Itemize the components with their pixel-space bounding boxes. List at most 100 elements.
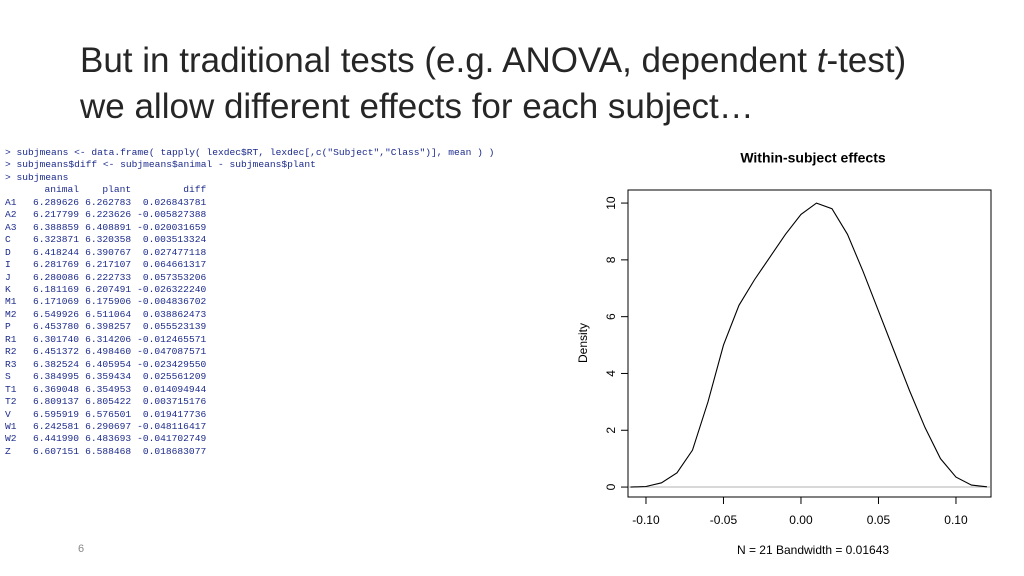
table-row: T1 6.369048 6.354953 0.014094944 (5, 384, 206, 396)
table-cell: 6.281769 (33, 259, 80, 271)
table-cell: 6.289626 (33, 196, 80, 208)
table-row: R2 6.451372 6.498460 -0.047087571 (5, 346, 206, 358)
title-text: But in traditional tests (e.g. ANOVA, de… (80, 41, 817, 80)
slide-title: But in traditional tests (e.g. ANOVA, de… (80, 38, 940, 130)
table-cell: 6.809137 (33, 396, 80, 408)
table-cell: 6.354953 (85, 383, 132, 395)
table-cell: -0.041702749 (137, 433, 207, 445)
table-row: A1 6.289626 6.262783 0.026843781 (5, 197, 206, 209)
row-label: R2 (5, 346, 17, 358)
console-command: > subjmeans$diff <- subjmeans$animal - s… (5, 159, 316, 171)
table-cell: -0.026322240 (137, 283, 207, 295)
row-label: V (5, 408, 11, 420)
console-command: > subjmeans (5, 171, 69, 183)
row-label: J (5, 271, 11, 283)
table-cell: 0.003715176 (142, 396, 207, 408)
column-header: plant (102, 184, 132, 196)
y-tick-label: 0 (604, 483, 618, 490)
title-italic: t (816, 41, 827, 80)
table-cell: 0.025561209 (142, 371, 207, 383)
table-cell: 0.055523139 (142, 321, 207, 333)
table-cell: 6.369048 (33, 383, 80, 395)
table-row: D 6.418244 6.390767 0.027477118 (5, 247, 206, 259)
page-number: 6 (78, 543, 85, 555)
table-row: K 6.181169 6.207491 -0.026322240 (5, 284, 206, 296)
table-row: P 6.453780 6.398257 0.055523139 (5, 321, 206, 333)
table-cell: 6.301740 (33, 333, 80, 345)
table-cell: 6.607151 (33, 445, 80, 457)
density-curve (630, 202, 988, 488)
table-row: R3 6.382524 6.405954 -0.023429550 (5, 359, 206, 371)
table-cell: 6.408891 (85, 221, 132, 233)
table-row: M2 6.549926 6.511064 0.038862473 (5, 309, 206, 321)
table-cell: -0.047087571 (137, 346, 207, 358)
console-output-table: animal plant diff A1 6.289626 6.262783 0.02684… (5, 184, 206, 458)
table-cell: 6.576501 (85, 408, 132, 420)
table-cell: 6.217799 (33, 209, 80, 221)
table-cell: 6.280086 (33, 271, 80, 283)
table-cell: -0.020031659 (137, 221, 207, 233)
table-row: T2 6.809137 6.805422 0.003715176 (5, 396, 206, 408)
table-cell: 0.038862473 (142, 308, 207, 320)
row-label: T1 (5, 383, 17, 395)
table-cell: 6.398257 (85, 321, 132, 333)
table-cell: 0.018683077 (142, 445, 207, 457)
x-tick-label: 0.10 (944, 513, 968, 527)
table-row: A3 6.388859 6.408891 -0.020031659 (5, 222, 206, 234)
table-cell: 6.359434 (85, 371, 132, 383)
y-axis-label: Density (576, 323, 590, 363)
row-label: R3 (5, 358, 17, 370)
table-cell: 6.588468 (85, 445, 132, 457)
table-cell: 6.595919 (33, 408, 80, 420)
table-cell: 0.057353206 (142, 271, 207, 283)
table-cell: 6.382524 (33, 358, 80, 370)
row-label: A1 (5, 196, 17, 208)
table-cell: 0.003513324 (142, 234, 207, 246)
x-axis-label: N = 21 Bandwidth = 0.01643 (737, 543, 889, 557)
x-tick-label: 0.05 (867, 513, 891, 527)
table-row: Z 6.607151 6.588468 0.018683077 (5, 446, 206, 458)
column-header: animal (44, 184, 80, 196)
row-label: Z (5, 445, 11, 457)
row-label: S (5, 371, 11, 383)
row-label: I (5, 259, 11, 271)
table-cell: 6.223626 (85, 209, 132, 221)
chart-title: Within-subject effects (740, 150, 886, 166)
table-cell: 6.217107 (85, 259, 132, 271)
row-label: M1 (5, 296, 17, 308)
title-text: -test) we allow different effects for ea… (80, 41, 907, 126)
table-cell: 6.549926 (33, 308, 80, 320)
table-cell: -0.048116417 (137, 420, 207, 432)
table-cell: 6.207491 (85, 283, 132, 295)
table-row: R1 6.301740 6.314206 -0.012465571 (5, 334, 206, 346)
y-tick-label: 8 (604, 256, 618, 263)
row-label: M2 (5, 308, 17, 320)
table-cell: 6.181169 (33, 283, 80, 295)
console-command: > subjmeans <- data.frame( tapply( lexde… (5, 147, 495, 158)
row-label: D (5, 246, 11, 258)
y-tick-label: 2 (604, 427, 618, 434)
row-label: W2 (5, 433, 17, 445)
table-cell: 6.262783 (85, 196, 132, 208)
y-tick-label: 10 (604, 196, 618, 210)
table-row: J 6.280086 6.222733 0.057353206 (5, 272, 206, 284)
table-cell: 6.511064 (85, 308, 132, 320)
table-cell: 6.388859 (33, 221, 80, 233)
x-tick-label: -0.10 (632, 513, 660, 527)
row-label: R1 (5, 333, 17, 345)
table-row: V 6.595919 6.576501 0.019417736 (5, 409, 206, 421)
table-cell: 0.014094944 (142, 383, 207, 395)
row-label: A2 (5, 209, 17, 221)
table-cell: 6.418244 (33, 246, 80, 258)
x-tick-label: -0.05 (710, 513, 738, 527)
table-cell: -0.004836702 (137, 296, 207, 308)
x-tick-label: 0.00 (789, 513, 813, 527)
row-label: A3 (5, 221, 17, 233)
y-tick-label: 4 (604, 370, 618, 377)
table-cell: 6.314206 (85, 333, 132, 345)
table-row: W1 6.242581 6.290697 -0.048116417 (5, 421, 206, 433)
table-cell: 6.805422 (85, 396, 132, 408)
table-row: A2 6.217799 6.223626 -0.005827388 (5, 209, 206, 221)
table-cell: 0.027477118 (142, 246, 207, 258)
